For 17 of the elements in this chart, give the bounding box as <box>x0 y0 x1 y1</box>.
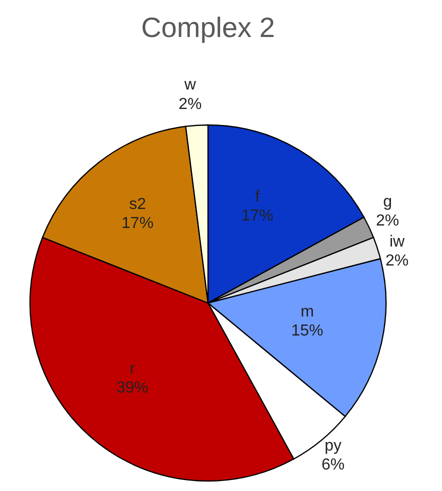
slice-label: g <box>383 193 392 210</box>
slice-label: py <box>324 437 342 454</box>
data-label: 39% <box>116 380 148 397</box>
slice-label: w <box>183 76 196 94</box>
data-label: 2% <box>178 96 202 113</box>
data-label: 15% <box>291 322 324 340</box>
data-label: 2% <box>376 212 400 230</box>
data-label: 17% <box>122 215 154 232</box>
data-label: 2% <box>385 252 409 270</box>
chart-title: Complex 2 <box>140 12 276 44</box>
slice-label: s2 <box>129 196 146 213</box>
slice-label: iw <box>389 233 406 250</box>
slice-label: f <box>255 188 260 206</box>
slice-label: m <box>300 304 314 320</box>
data-label: 6% <box>321 456 345 474</box>
slice-label: r <box>130 360 136 378</box>
data-label: 17% <box>241 207 274 224</box>
